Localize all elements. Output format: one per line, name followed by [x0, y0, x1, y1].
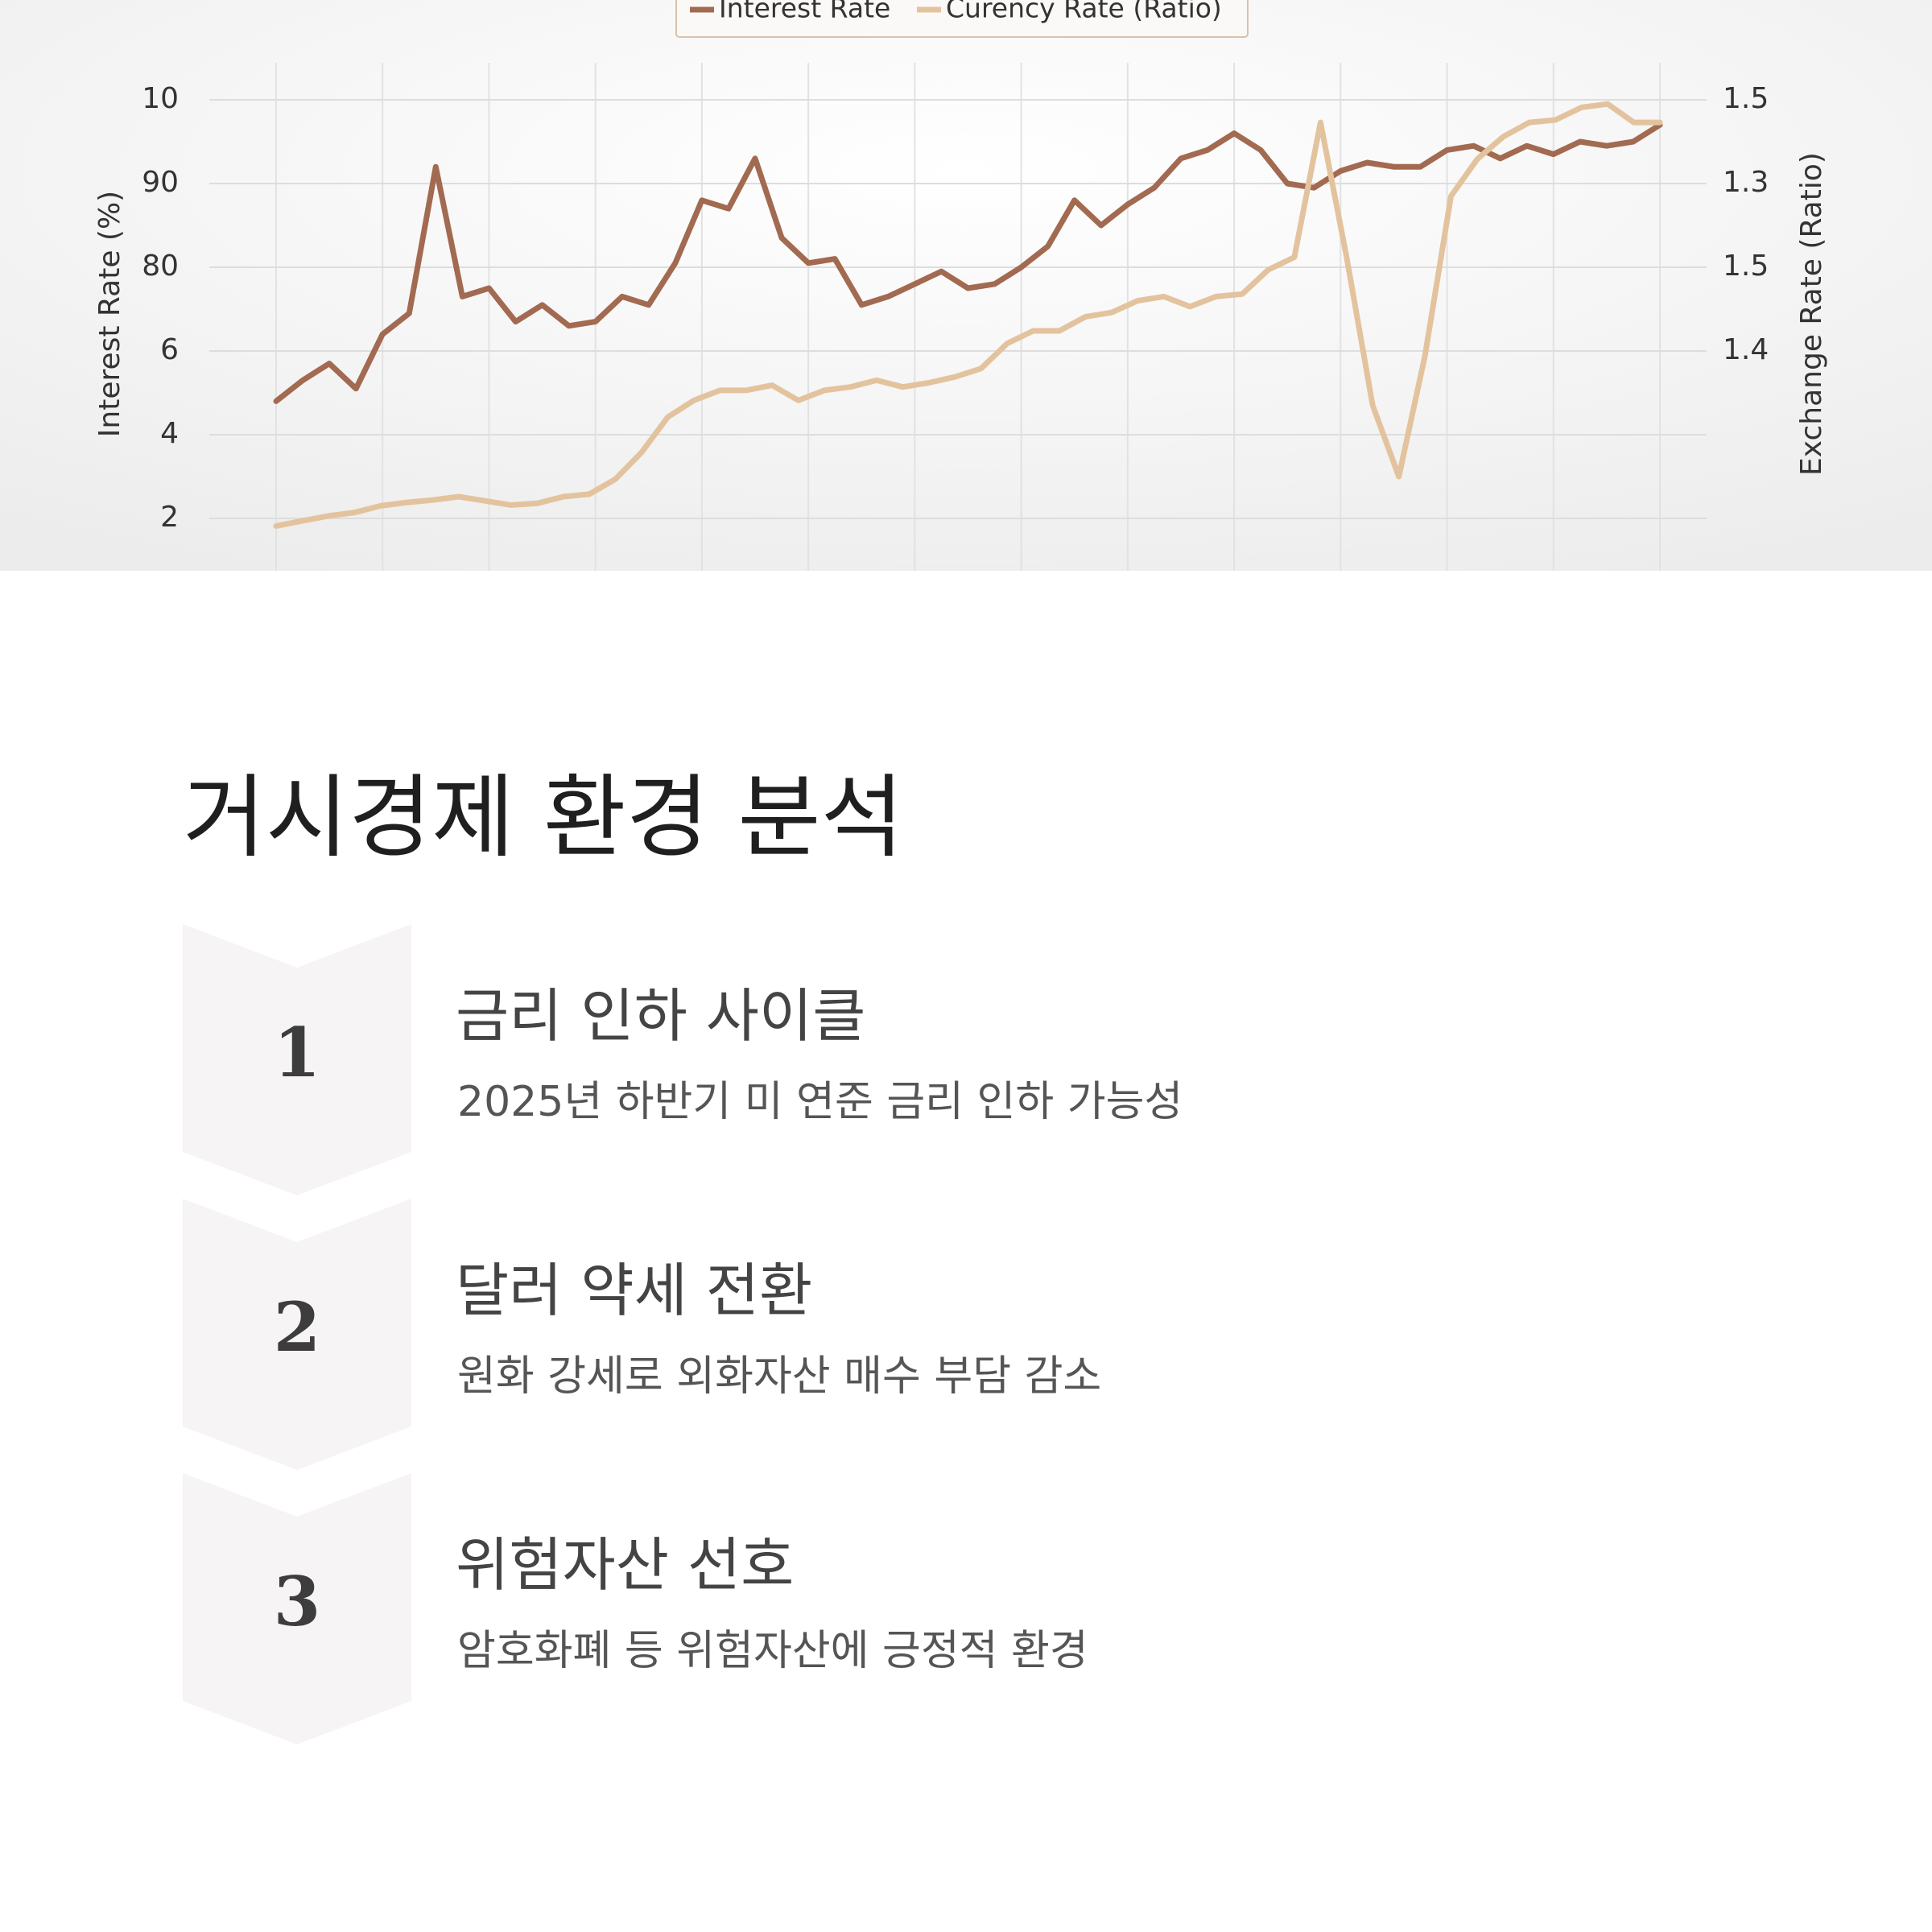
y2-tick-label: 1.5 [1723, 82, 1769, 115]
y2-axis-title: Exchange Rate (Ratio) [1795, 152, 1828, 476]
step-number: 2 [273, 1287, 321, 1367]
y-tick-label: 90 [142, 166, 179, 199]
step-number: 1 [273, 1013, 321, 1092]
chart: Interest Rate (%) Exchange Rate (Ratio) … [0, 0, 1932, 571]
section-title: 거시경제 환경 분석 [183, 766, 904, 870]
y-tick-label: 2 [160, 501, 179, 534]
chevron [183, 1199, 411, 1470]
y2-tick-label: 1.5 [1723, 250, 1769, 283]
legend-label: Interest Rate [719, 0, 890, 24]
list-item: 1 금리 인하 사이클 2025년 하반기 미 연준 금리 인하 가능성 [0, 924, 1932, 1198]
item-description: 원화 강세로 외화자산 매수 부담 감소 [457, 1352, 1102, 1401]
item-title: 금리 인하 사이클 [456, 982, 866, 1050]
legend-box [675, 0, 1249, 38]
chevron-shape [183, 924, 411, 1195]
series-line [273, 101, 1663, 529]
chevron-shape [183, 1199, 411, 1470]
item-title: 위험자산 선호 [456, 1531, 795, 1599]
vertical-grid [275, 63, 1661, 571]
legend-label: Curency Rate (Ratio) [946, 0, 1222, 24]
y-tick-label: 80 [142, 250, 179, 283]
analysis-section: 거시경제 환경 분석 1 금리 인하 사이클 2025년 하반기 미 연준 금리 인… [0, 571, 1932, 1932]
item-description: 2025년 하반기 미 연준 금리 인하 가능성 [457, 1078, 1183, 1126]
item-title: 달러 약세 전환 [456, 1257, 813, 1324]
item-description: 암호화폐 등 위험자산에 긍정적 환경 [457, 1627, 1088, 1675]
y-axis-title: Interest Rate (%) [93, 191, 126, 437]
y-tick-label: 4 [160, 417, 179, 450]
chevron [183, 1473, 411, 1744]
series-line [273, 122, 1663, 404]
y2-tick-label: 1.4 [1723, 333, 1769, 366]
y2-tick-label: 1.3 [1723, 166, 1769, 199]
y-tick-label: 6 [160, 333, 179, 366]
y-tick-label: 10 [142, 82, 179, 115]
chevron [183, 924, 411, 1195]
step-number: 3 [273, 1562, 321, 1641]
chevron-shape [183, 1473, 411, 1744]
